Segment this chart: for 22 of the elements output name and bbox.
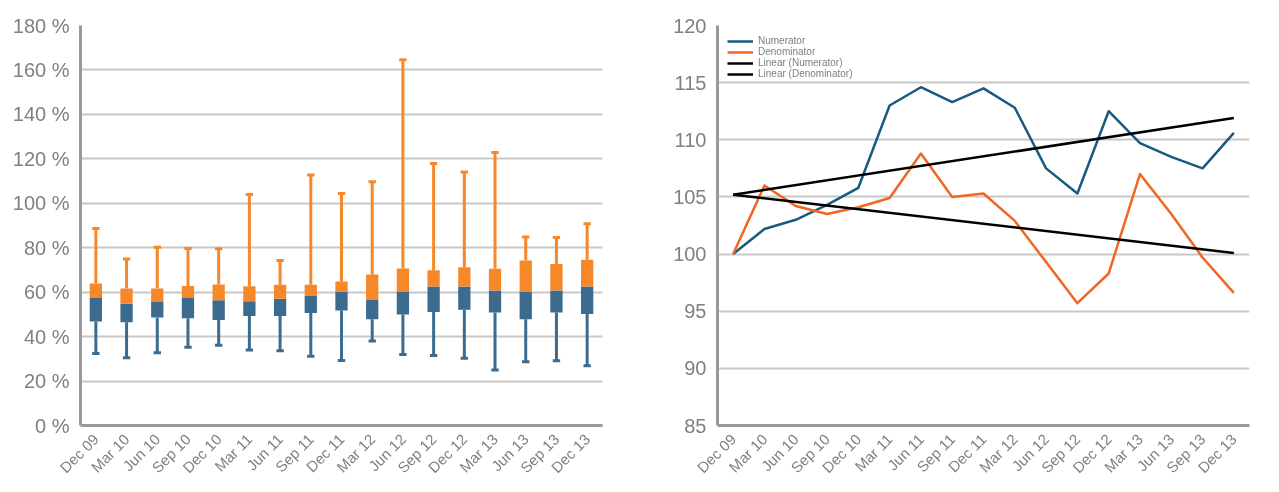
y-tick-label: 180 % xyxy=(12,14,70,37)
y-tick-label: 120 % xyxy=(12,147,70,170)
y-tick-label: 95 xyxy=(684,300,707,323)
y-tick-label: 100 xyxy=(673,243,707,266)
y-tick-label: 115 xyxy=(674,71,707,94)
y-tick-label: 80 % xyxy=(23,236,70,259)
y-tick-label: 85 xyxy=(684,414,707,437)
y-tick-label: 105 xyxy=(673,185,707,208)
y-tick-label: 110 xyxy=(674,128,707,151)
y-tick-label: 120 xyxy=(673,14,707,37)
y-tick-label: 100 % xyxy=(12,192,70,215)
y-tick-label: 20 % xyxy=(23,370,70,393)
legend-label: Linear (Denominator) xyxy=(758,68,853,79)
y-tick-label: 90 xyxy=(684,357,707,380)
legend-label: Numerator xyxy=(758,35,806,46)
legend-label: Linear (Numerator) xyxy=(758,57,843,68)
legend-label: Denominator xyxy=(758,46,816,57)
y-tick-label: 0 % xyxy=(35,414,70,437)
y-tick-label: 140 % xyxy=(12,103,70,126)
y-tick-label: 60 % xyxy=(23,281,70,304)
y-tick-label: 160 % xyxy=(12,58,70,81)
y-tick-label: 40 % xyxy=(23,325,70,348)
